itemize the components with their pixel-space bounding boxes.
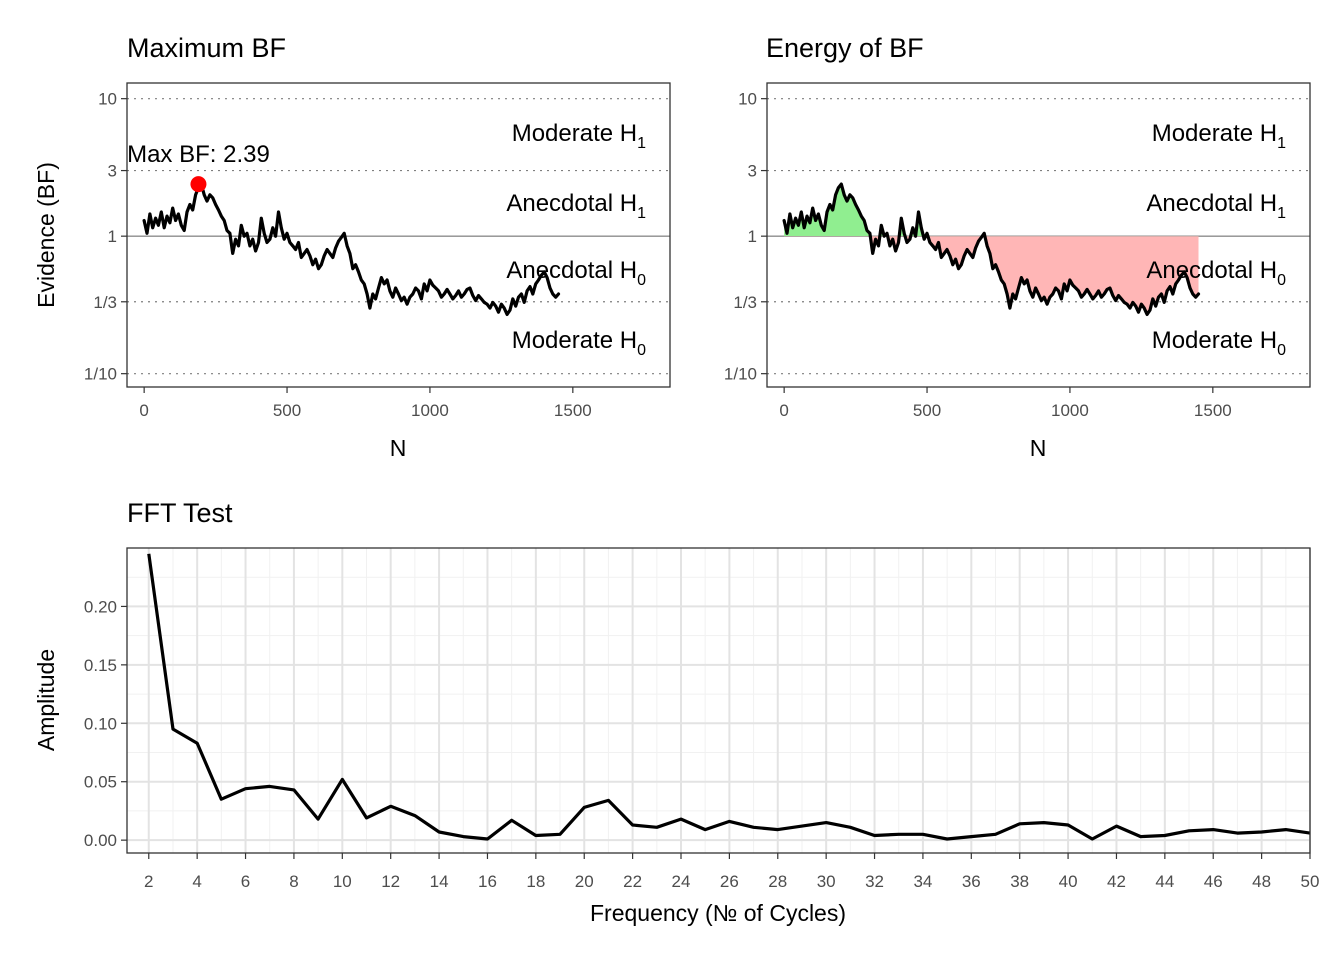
evidence-zone-label: Moderate H0 bbox=[512, 327, 646, 359]
energy-bf-y-axis: 10 3 1 1/3 1/10 bbox=[724, 90, 767, 384]
fft-grid bbox=[127, 548, 1311, 853]
y-tick-label: 10 bbox=[98, 90, 117, 109]
y-tick-label: 0.10 bbox=[84, 714, 117, 733]
x-tick-label: 14 bbox=[430, 872, 449, 891]
y-axis-title-evidence: Evidence (BF) bbox=[33, 162, 59, 308]
y-tick-label: 0.20 bbox=[84, 597, 117, 616]
x-tick-label: 6 bbox=[241, 872, 250, 891]
x-tick-label: 24 bbox=[672, 872, 691, 891]
x-tick-label: 22 bbox=[623, 872, 642, 891]
max-bf-point bbox=[190, 176, 207, 193]
evidence-zone-label: Moderate H1 bbox=[512, 120, 646, 152]
x-tick-label: 2 bbox=[144, 872, 153, 891]
energy-bf-area-layer bbox=[784, 184, 1199, 315]
energy-bf-line-layer bbox=[782, 182, 1201, 316]
maximum-bf-panel: Maximum BF Moderate H1 Anecdotal H1 Anecdo… bbox=[33, 33, 671, 461]
x-tick-label: 8 bbox=[289, 872, 298, 891]
x-tick-label: 32 bbox=[865, 872, 884, 891]
maximum-bf-reference-lines bbox=[127, 98, 670, 375]
energy-bf-zone-labels: Moderate H1 Anecdotal H1 Anecdotal H0 Moder… bbox=[1146, 120, 1286, 359]
y-tick-label: 1 bbox=[108, 227, 117, 246]
x-tick-label: 48 bbox=[1252, 872, 1271, 891]
y-tick-label: 1/3 bbox=[733, 293, 757, 312]
fft-amplitude-line bbox=[147, 553, 1310, 841]
x-tick-label: 28 bbox=[768, 872, 787, 891]
fft-panel-border bbox=[126, 547, 1311, 854]
fft-x-axis-title: Frequency (№ of Cycles) bbox=[590, 900, 846, 926]
energy-bf-x-axis: 0 500 1000 1500 bbox=[779, 387, 1232, 420]
max-bf-label: Max BF: 2.39 bbox=[127, 141, 270, 168]
energy-bf-title: Energy of BF bbox=[766, 33, 924, 63]
maximum-bf-panel-border bbox=[126, 82, 671, 388]
energy-area-above-one bbox=[784, 184, 985, 237]
y-tick-label: 1/10 bbox=[724, 365, 757, 384]
bf-sequential-line bbox=[782, 182, 1201, 316]
y-tick-label: 1 bbox=[748, 227, 757, 246]
x-tick-label: 1000 bbox=[1051, 401, 1089, 420]
x-tick-label: 4 bbox=[192, 872, 201, 891]
x-tick-label: 20 bbox=[575, 872, 594, 891]
x-tick-label: 16 bbox=[478, 872, 497, 891]
x-tick-label: 30 bbox=[817, 872, 836, 891]
evidence-zone-label: Anecdotal H0 bbox=[506, 257, 646, 289]
y-tick-label: 1/3 bbox=[93, 293, 117, 312]
y-tick-label: 1/10 bbox=[84, 365, 117, 384]
x-tick-label: 42 bbox=[1107, 872, 1126, 891]
x-tick-label: 10 bbox=[333, 872, 352, 891]
y-tick-label: 3 bbox=[108, 162, 117, 181]
x-tick-label: 0 bbox=[139, 401, 148, 420]
evidence-zone-label: Moderate H1 bbox=[1152, 120, 1286, 152]
x-tick-label: 44 bbox=[1155, 872, 1174, 891]
bf-sequential-line bbox=[142, 182, 561, 316]
fft-x-axis: 2 4 6 8 10 12 14 16 18 20 22 24 26 28 30 32 34 36 38 40 42 44… bbox=[144, 853, 1319, 891]
x-tick-label: 26 bbox=[720, 872, 739, 891]
x-tick-label: 0 bbox=[779, 401, 788, 420]
x-tick-label: 500 bbox=[273, 401, 301, 420]
energy-bf-x-axis-title: N bbox=[1030, 435, 1047, 461]
energy-bf-panel: Energy of BF Moderate H1 Anecdotal H1 Anec… bbox=[724, 33, 1311, 461]
y-tick-label: 10 bbox=[738, 90, 757, 109]
x-tick-label: 46 bbox=[1204, 872, 1223, 891]
y-tick-label: 3 bbox=[748, 162, 757, 181]
evidence-zone-label: Anecdotal H1 bbox=[506, 190, 646, 222]
fft-y-axis: 0.00 0.05 0.10 0.15 0.20 bbox=[84, 597, 127, 850]
fft-y-axis-title: Amplitude bbox=[33, 649, 59, 751]
evidence-zone-label: Anecdotal H1 bbox=[1146, 190, 1286, 222]
fft-plot-background bbox=[127, 548, 1310, 853]
y-tick-label: 0.00 bbox=[84, 831, 117, 850]
x-tick-label: 38 bbox=[1010, 872, 1029, 891]
x-tick-label: 40 bbox=[1059, 872, 1078, 891]
x-tick-label: 12 bbox=[381, 872, 400, 891]
maximum-bf-x-axis-title: N bbox=[390, 435, 407, 461]
x-tick-label: 34 bbox=[913, 872, 932, 891]
maximum-bf-zone-labels: Moderate H1 Anecdotal H1 Anecdotal H0 Moder… bbox=[506, 120, 646, 359]
x-tick-label: 1500 bbox=[554, 401, 592, 420]
x-tick-label: 18 bbox=[526, 872, 545, 891]
x-tick-label: 50 bbox=[1301, 872, 1320, 891]
fft-test-title: FFT Test bbox=[127, 498, 233, 528]
x-tick-label: 1000 bbox=[411, 401, 449, 420]
maximum-bf-x-axis: 0 500 1000 1500 bbox=[139, 387, 592, 420]
x-tick-label: 1500 bbox=[1194, 401, 1232, 420]
maximum-bf-line-layer bbox=[142, 182, 561, 316]
fft-line-layer bbox=[147, 553, 1310, 841]
x-tick-label: 500 bbox=[913, 401, 941, 420]
y-tick-label: 0.15 bbox=[84, 656, 117, 675]
evidence-zone-label: Anecdotal H0 bbox=[1146, 257, 1286, 289]
maximum-bf-y-axis: 10 3 1 1/3 1/10 bbox=[84, 90, 127, 384]
y-tick-label: 0.05 bbox=[84, 773, 117, 792]
x-tick-label: 36 bbox=[962, 872, 981, 891]
maximum-bf-title: Maximum BF bbox=[127, 33, 286, 63]
evidence-zone-label: Moderate H0 bbox=[1152, 327, 1286, 359]
energy-bf-panel-border bbox=[766, 82, 1311, 388]
fft-test-panel: FFT Test 0.000.050.100.150.20 2 4 6 8 10 12 14… bbox=[33, 498, 1319, 926]
